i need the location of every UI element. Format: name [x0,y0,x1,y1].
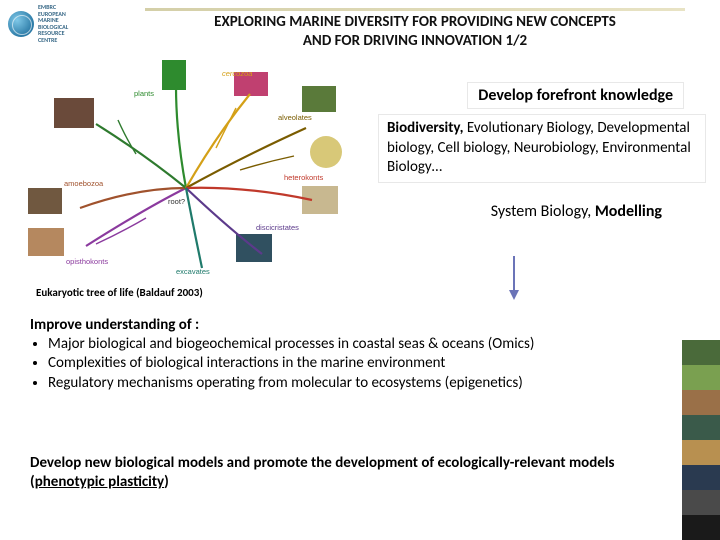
strip-img-5 [682,440,720,465]
bullet-3: Regulatory mechanisms operating from mol… [48,374,680,393]
svg-text:amoebozoa: amoebozoa [64,179,104,188]
strip-img-8 [682,515,720,540]
logo-text: EMBRC EUROPEAN MARINE BIOLOGICAL RESOURC… [38,4,68,44]
title-underline [145,8,685,11]
thumb-2 [28,188,62,214]
tree-of-life-diagram: opisthokonts amoebozoa plants cercozoa a… [26,58,346,278]
title-line-1: EXPLORING MARINE DIVERSITY FOR PROVIDING… [214,13,616,31]
svg-text:excavates: excavates [176,267,210,276]
logo-subtitle: EUROPEAN MARINE BIOLOGICAL RESOURCE CENT… [38,11,68,44]
system-bold: Modelling [595,202,662,221]
phylogeny-svg: opisthokonts amoebozoa plants cercozoa a… [26,58,346,278]
thumb-1 [28,228,64,256]
improve-understanding-block: Improve understanding of : Major biologi… [30,316,680,393]
fields-lead: Biodiversity, [387,119,463,137]
svg-text:plants: plants [134,89,154,98]
system-pre: System Biology, [491,202,595,221]
organism-image-strip [682,340,720,540]
develop-post: ) [164,473,169,491]
svg-text:alveolates: alveolates [278,113,312,122]
branch-labels: opisthokonts amoebozoa plants cercozoa a… [64,69,323,276]
develop-models-line: Develop new biological models and promot… [30,454,678,492]
strip-img-4 [682,415,720,440]
improve-heading: Improve understanding of : [30,316,680,335]
page-title: EXPLORING MARINE DIVERSITY FOR PROVIDING… [118,13,712,51]
biology-fields-box: Biodiversity, Evolutionary Biology, Deve… [378,114,706,183]
strip-img-6 [682,465,720,490]
embrc-logo: EMBRC EUROPEAN MARINE BIOLOGICAL RESOURC… [8,4,118,44]
svg-text:root?: root? [168,197,185,206]
strip-img-7 [682,490,720,515]
title-bar: EXPLORING MARINE DIVERSITY FOR PROVIDING… [118,4,712,51]
svg-text:cercozoa: cercozoa [222,69,252,78]
thumb-6 [302,86,336,112]
bullet-1: Major biological and biogeochemical proc… [48,335,680,354]
strip-img-3 [682,390,720,415]
forefront-knowledge-box: Develop forefront knowledge [467,82,684,109]
svg-text:opisthokonts: opisthokonts [66,257,108,266]
thumb-4 [162,60,186,90]
slide-header: EMBRC EUROPEAN MARINE BIOLOGICAL RESOURC… [0,0,720,55]
system-biology-line: System Biology, Modelling [491,202,662,221]
thumb-3 [54,98,94,128]
down-arrow-icon [508,256,520,300]
develop-underlined: phenotypic plasticity [35,473,164,491]
globe-icon [8,11,34,37]
bullet-2: Complexities of biological interactions … [48,354,680,373]
strip-img-1 [682,340,720,365]
svg-text:heterokonts: heterokonts [284,173,323,182]
strip-img-2 [682,365,720,390]
tree-caption: Eukaryotic tree of life (Baldauf 2003) [36,286,203,299]
svg-text:discicristates: discicristates [256,223,299,232]
thumb-7 [310,136,342,168]
title-line-2: AND FOR DRIVING INNOVATION 1/2 [303,32,527,50]
improve-bullets: Major biological and biogeochemical proc… [30,335,680,393]
